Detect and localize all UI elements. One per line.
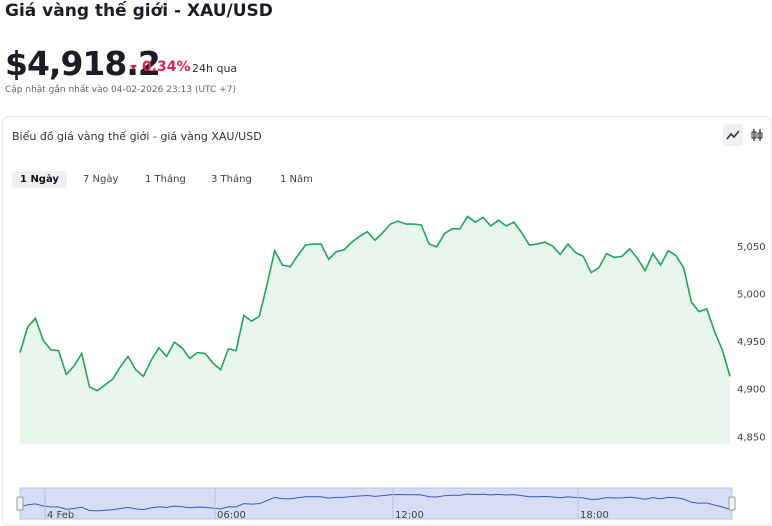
navigator-handle bbox=[16, 496, 24, 511]
y-tick-label: 4,900 bbox=[737, 385, 766, 396]
y-tick-label: 5,000 bbox=[737, 290, 766, 301]
price: $4,918.2 bbox=[5, 44, 161, 83]
navigator-label: 12:00 bbox=[395, 510, 424, 521]
price-line bbox=[19, 215, 731, 392]
y-tick-label: 4,950 bbox=[737, 337, 766, 348]
navigator-label: 06:00 bbox=[217, 510, 246, 521]
page-title: Giá vàng thế giới - XAU/USD bbox=[5, 1, 273, 21]
y-tick-label: 5,050 bbox=[737, 242, 766, 253]
price-change: 0.34% bbox=[142, 59, 191, 75]
range-tab[interactable]: 1 Ngày bbox=[12, 171, 67, 188]
navigator-bg bbox=[19, 487, 733, 520]
down-arrow bbox=[130, 65, 137, 70]
card-title: Biểu đồ giá vàng thế giới - giá vàng XAU… bbox=[12, 130, 262, 143]
navigator-line bbox=[19, 493, 731, 512]
range-tab[interactable]: 7 Ngày bbox=[83, 174, 119, 185]
range-tab[interactable]: 3 Tháng bbox=[211, 174, 252, 185]
candle-icon[interactable] bbox=[747, 124, 767, 146]
range-tab[interactable]: 1 Năm bbox=[280, 174, 313, 185]
area bbox=[20, 216, 730, 444]
navigator-label: 18:00 bbox=[580, 510, 609, 521]
line-icon[interactable] bbox=[723, 124, 743, 146]
update-time: Cập nhật gần nhất vào 04-02-2026 23:13 (… bbox=[5, 85, 236, 95]
navigator-handle bbox=[728, 496, 736, 511]
change-period: 24h qua bbox=[192, 62, 238, 75]
range-tab[interactable]: 1 Tháng bbox=[145, 174, 186, 185]
y-tick-label: 4,850 bbox=[737, 432, 766, 443]
navigator-label: 4 Feb bbox=[47, 510, 74, 521]
